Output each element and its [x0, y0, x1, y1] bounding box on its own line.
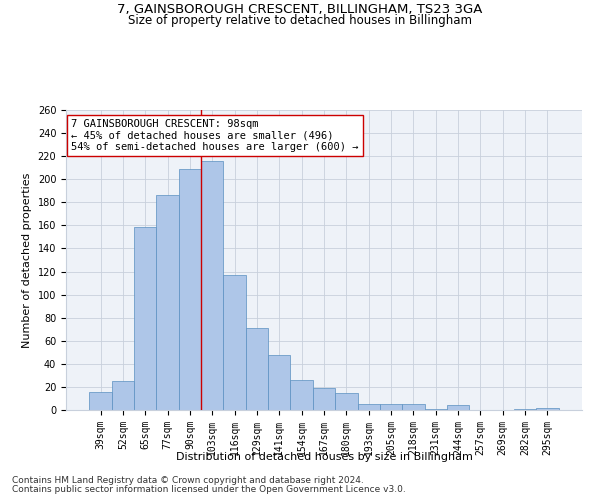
Bar [290, 380, 313, 410]
Text: Distribution of detached houses by size in Billingham: Distribution of detached houses by size … [176, 452, 472, 462]
Bar [246, 328, 268, 410]
Bar [447, 406, 469, 410]
Bar [268, 354, 290, 410]
Text: 7 GAINSBOROUGH CRESCENT: 98sqm
← 45% of detached houses are smaller (496)
54% of: 7 GAINSBOROUGH CRESCENT: 98sqm ← 45% of … [71, 119, 359, 152]
Bar [313, 388, 335, 410]
Bar [112, 381, 134, 410]
Y-axis label: Number of detached properties: Number of detached properties [22, 172, 32, 348]
Bar [134, 226, 157, 410]
Text: Size of property relative to detached houses in Billingham: Size of property relative to detached ho… [128, 14, 472, 27]
Bar [223, 275, 246, 410]
Bar [536, 408, 559, 410]
Text: 7, GAINSBOROUGH CRESCENT, BILLINGHAM, TS23 3GA: 7, GAINSBOROUGH CRESCENT, BILLINGHAM, TS… [118, 2, 482, 16]
Bar [380, 404, 402, 410]
Bar [402, 404, 425, 410]
Bar [179, 169, 201, 410]
Bar [89, 392, 112, 410]
Text: Contains public sector information licensed under the Open Government Licence v3: Contains public sector information licen… [12, 485, 406, 494]
Bar [335, 392, 358, 410]
Bar [425, 409, 447, 410]
Bar [201, 161, 223, 410]
Bar [157, 196, 179, 410]
Bar [514, 409, 536, 410]
Text: Contains HM Land Registry data © Crown copyright and database right 2024.: Contains HM Land Registry data © Crown c… [12, 476, 364, 485]
Bar [358, 404, 380, 410]
